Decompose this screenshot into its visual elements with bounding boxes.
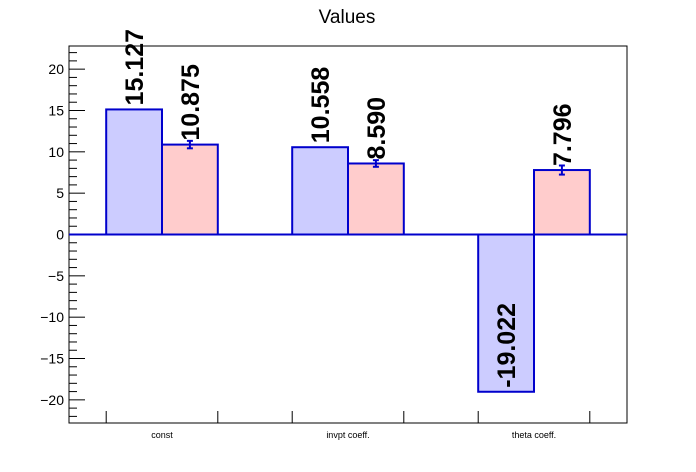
y-tick-label: −20 — [40, 392, 64, 408]
y-tick-label: −5 — [48, 268, 64, 284]
bar — [105, 108, 163, 236]
data-label: 10.875 — [177, 64, 205, 141]
bar — [291, 146, 350, 236]
y-tick-label: 15 — [48, 102, 64, 118]
bars — [69, 108, 627, 393]
x-tick-label: theta coeff. — [512, 430, 556, 440]
x-tick-label: const — [151, 430, 173, 440]
y-tick-label: −10 — [40, 309, 64, 325]
axes: −20 −15 −10 −5 0 5 10 15 20 const invpt coeff. thet… — [40, 45, 628, 440]
y-tick-label: 10 — [48, 144, 64, 160]
bar — [533, 169, 591, 236]
y-tick-label: 0 — [56, 227, 64, 243]
data-label: -19.022 — [493, 303, 521, 388]
data-label: 8.590 — [363, 97, 391, 160]
data-label: 10.558 — [307, 67, 335, 144]
bar — [347, 162, 405, 236]
data-labels: 15.127 10.558 -19.022 10.875 8.590 7.796 — [121, 29, 577, 388]
y-tick-label: 5 — [56, 185, 64, 201]
bar — [477, 233, 536, 393]
x-tick-label: invpt coeff. — [326, 430, 369, 440]
y-tick-label: 20 — [48, 61, 64, 77]
data-label: 7.796 — [549, 103, 577, 166]
bar — [161, 143, 219, 236]
chart-title: Values — [319, 7, 376, 28]
data-label: 15.127 — [121, 29, 149, 105]
y-tick-label: −15 — [40, 351, 64, 367]
